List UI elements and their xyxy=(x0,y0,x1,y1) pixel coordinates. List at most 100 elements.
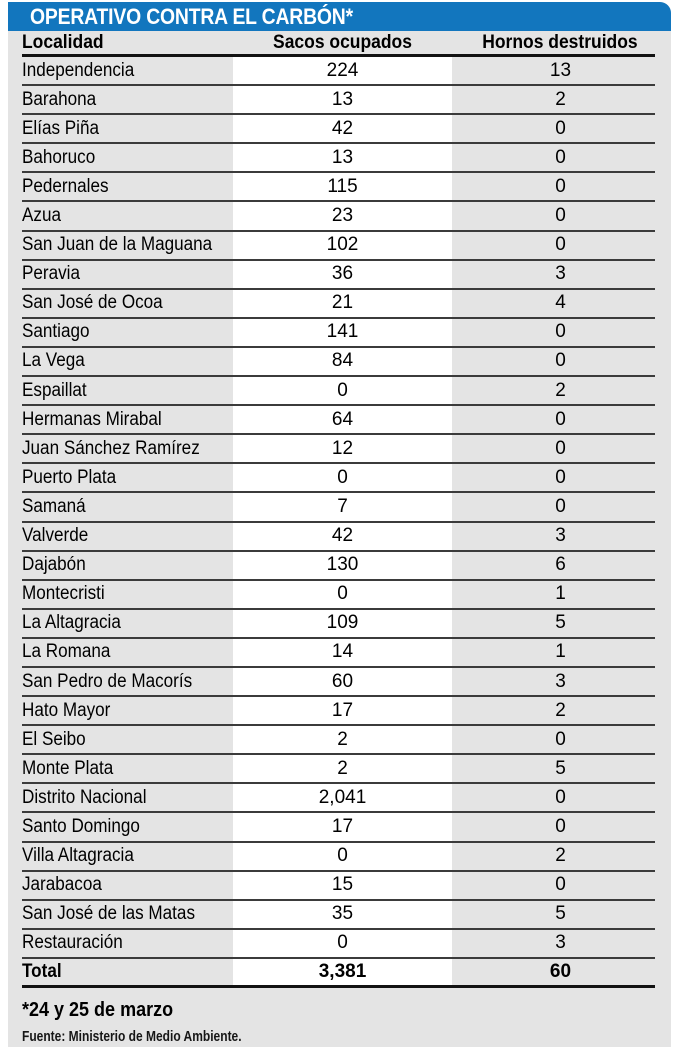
sacos-ocupados-cell: 36 xyxy=(331,263,354,285)
table-row: Distrito Nacional 2,041 0 xyxy=(22,784,655,814)
table-row: Pedernales 115 0 xyxy=(22,173,655,203)
hornos-destruidos-cell: 3 xyxy=(555,263,566,285)
sacos-ocupados-cell: 0 xyxy=(337,845,348,867)
hornos-destruidos-cell: 0 xyxy=(555,321,566,343)
locality-cell: San Pedro de Macorís xyxy=(22,670,193,692)
column-header-sacos-ocupados: Sacos ocupados xyxy=(273,31,412,53)
hornos-destruidos-cell: 13 xyxy=(549,59,572,81)
sacos-ocupados-cell: 2 xyxy=(337,728,348,750)
hornos-destruidos-cell: 3 xyxy=(555,525,566,547)
hornos-destruidos-cell: 2 xyxy=(555,845,566,867)
sacos-ocupados-cell: 21 xyxy=(331,292,354,314)
hornos-destruidos-cell: 0 xyxy=(555,350,566,372)
column-header-hornos-destruidos: Hornos destruidos xyxy=(482,31,638,53)
table-row: Azua 23 0 xyxy=(22,202,655,232)
sacos-ocupados-cell: 2 xyxy=(337,757,348,779)
hornos-destruidos-cell: 1 xyxy=(555,583,566,605)
hornos-destruidos-cell: 2 xyxy=(555,379,566,401)
table-row: La Romana 14 1 xyxy=(22,639,655,668)
sacos-ocupados-cell: 84 xyxy=(331,350,354,372)
hornos-destruidos-cell: 3 xyxy=(555,670,566,692)
locality-cell: Jarabacoa xyxy=(22,874,102,896)
hornos-destruidos-cell: 2 xyxy=(555,699,566,721)
locality-cell: Santo Domingo xyxy=(22,815,140,837)
sacos-ocupados-cell: 224 xyxy=(326,59,359,81)
hornos-destruidos-cell: 0 xyxy=(555,437,566,459)
sacos-ocupados-cell: 64 xyxy=(331,408,354,430)
hornos-destruidos-cell: 0 xyxy=(555,466,566,488)
locality-cell: Hermanas Mirabal xyxy=(22,408,162,430)
table-row: Bahoruco 13 0 xyxy=(22,144,655,174)
hornos-destruidos-cell: 0 xyxy=(555,495,566,517)
locality-cell: Peravia xyxy=(22,263,80,285)
table-row: San Pedro de Macorís 60 3 xyxy=(22,668,655,698)
sacos-ocupados-cell: 23 xyxy=(331,205,354,227)
sacos-ocupados-cell: 102 xyxy=(326,234,359,256)
locality-cell: San Juan de la Maguana xyxy=(22,234,213,256)
hornos-destruidos-cell: 0 xyxy=(555,175,566,197)
table-row: Valverde 42 3 xyxy=(22,523,655,552)
locality-cell: La Altagracia xyxy=(22,612,121,634)
sacos-ocupados-cell: 0 xyxy=(337,583,348,605)
sacos-ocupados-cell: 35 xyxy=(331,903,354,925)
locality-cell: Santiago xyxy=(22,321,90,343)
hornos-destruidos-cell: 0 xyxy=(555,234,566,256)
sacos-ocupados-cell: 42 xyxy=(331,117,354,139)
locality-cell: Elías Piña xyxy=(22,117,99,139)
locality-cell: Monte Plata xyxy=(22,757,114,779)
locality-cell: Valverde xyxy=(22,525,89,547)
table-row: Santo Domingo 17 0 xyxy=(22,813,655,843)
table-body: Independencia 224 13 Barahona 13 2 Elías Piña 4… xyxy=(8,57,671,959)
hornos-destruidos-cell: 0 xyxy=(555,117,566,139)
sacos-ocupados-cell: 109 xyxy=(326,612,359,634)
total-sacos-value: 3,381 xyxy=(318,960,367,982)
hornos-destruidos-cell: 0 xyxy=(555,146,566,168)
sacos-ocupados-cell: 0 xyxy=(337,466,348,488)
locality-cell: Espaillat xyxy=(22,379,87,401)
sacos-column-highlight-band xyxy=(233,57,452,988)
hornos-destruidos-cell: 5 xyxy=(555,612,566,634)
locality-cell: Hato Mayor xyxy=(22,699,111,721)
hornos-destruidos-cell: 3 xyxy=(555,932,566,954)
table-row: La Vega 84 0 xyxy=(22,348,655,378)
table-row: Hermanas Mirabal 64 0 xyxy=(22,406,655,436)
sacos-ocupados-cell: 130 xyxy=(326,554,359,576)
locality-cell: La Romana xyxy=(22,641,111,663)
sacos-ocupados-cell: 141 xyxy=(326,321,359,343)
table-row: Elías Piña 42 0 xyxy=(22,115,655,145)
hornos-destruidos-cell: 0 xyxy=(555,205,566,227)
table-row: Jarabacoa 15 0 xyxy=(22,872,655,901)
locality-cell: La Vega xyxy=(22,350,85,372)
table-row: Restauración 0 3 xyxy=(22,930,655,959)
table-row: Samaná 7 0 xyxy=(22,493,655,523)
locality-cell: Dajabón xyxy=(22,554,86,576)
table-row: Espaillat 0 2 xyxy=(22,377,655,407)
locality-cell: San José de las Matas xyxy=(22,903,195,925)
table-row: San Juan de la Maguana 102 0 xyxy=(22,232,655,261)
table-row: Peravia 36 3 xyxy=(22,261,655,290)
table-row: Santiago 141 0 xyxy=(22,319,655,348)
page-title: OPERATIVO CONTRA EL CARBÓN* xyxy=(30,3,353,29)
locality-cell: Samaná xyxy=(22,495,86,517)
table-total-row: Total 3,381 60 xyxy=(22,959,655,988)
infographic-card: OPERATIVO CONTRA EL CARBÓN* Localidad Sa… xyxy=(8,2,671,1047)
locality-cell: Azua xyxy=(22,205,61,227)
table-row: Dajabón 130 6 xyxy=(22,552,655,581)
sacos-ocupados-cell: 0 xyxy=(337,932,348,954)
table-row: Hato Mayor 17 2 xyxy=(22,697,655,727)
sacos-ocupados-cell: 0 xyxy=(337,379,348,401)
sacos-ocupados-cell: 15 xyxy=(331,874,354,896)
hornos-destruidos-cell: 4 xyxy=(555,292,566,314)
locality-cell: Distrito Nacional xyxy=(22,786,147,808)
footnote: *24 y 25 de marzo xyxy=(22,998,174,1021)
locality-cell: Bahoruco xyxy=(22,146,96,168)
total-hornos-value: 60 xyxy=(549,960,572,982)
locality-cell: Independencia xyxy=(22,59,135,81)
locality-cell: Restauración xyxy=(22,932,123,954)
table-row: San José de las Matas 35 5 xyxy=(22,901,655,930)
sacos-ocupados-cell: 115 xyxy=(327,175,358,197)
sacos-ocupados-cell: 42 xyxy=(331,525,354,547)
sacos-ocupados-cell: 14 xyxy=(331,641,354,663)
table-row: Juan Sánchez Ramírez 12 0 xyxy=(22,435,655,465)
hornos-destruidos-cell: 6 xyxy=(555,554,566,576)
